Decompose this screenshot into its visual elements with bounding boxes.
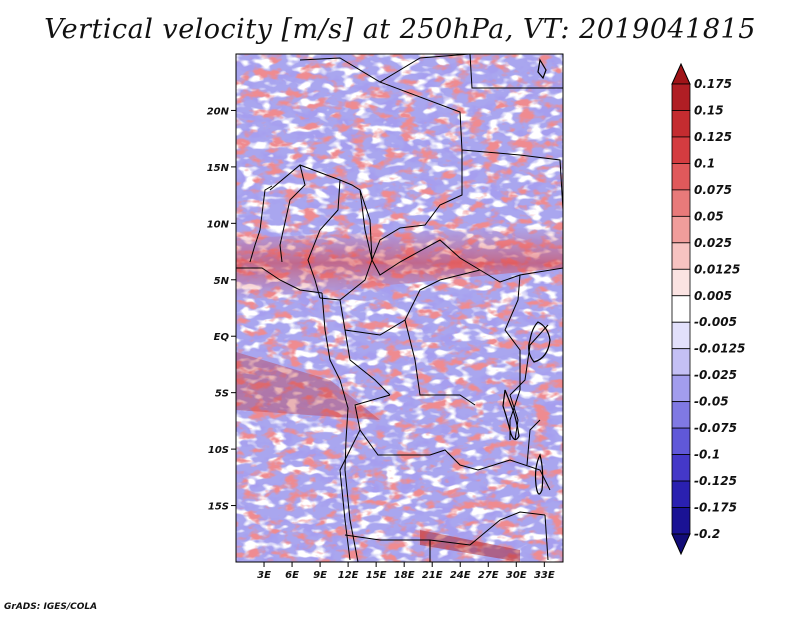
latitude-axis: 20N 15N 10N 5N EQ 5S 10S 15S (207, 106, 236, 513)
colorbar-segment (671, 401, 691, 429)
colorbar-label: 0.025 (694, 236, 732, 250)
lake-victoria (528, 321, 551, 363)
colorbar-label: 0.005 (694, 289, 732, 303)
colorbar-segment (671, 454, 691, 482)
colorbar-segment (671, 507, 691, 535)
lon-label: 24E (450, 570, 471, 581)
colorbar-label: 0.125 (694, 130, 732, 144)
lon-label: 21E (422, 570, 443, 581)
lake-north (537, 58, 547, 80)
field-ascent (236, 54, 563, 562)
lat-label: 15S (208, 502, 229, 513)
lon-label: 18E (394, 570, 415, 581)
lat-label: 15N (207, 163, 230, 174)
colorbar-label: -0.0125 (694, 342, 745, 356)
colorbar-label: -0.125 (694, 474, 737, 488)
colorbar-label: -0.2 (694, 527, 720, 541)
colorbar-label: -0.1 (694, 448, 720, 462)
colorbar-label: -0.05 (694, 395, 729, 409)
colorbar-label: -0.025 (694, 368, 737, 382)
lat-label: 5S (215, 389, 229, 400)
lakes (502, 58, 551, 495)
lat-label: EQ (214, 332, 230, 343)
colorbar-label: -0.075 (694, 421, 737, 435)
lon-label: 9E (313, 570, 327, 581)
colorbar-segment (671, 242, 691, 270)
lake-malawi (534, 453, 544, 495)
lon-label: 6E (285, 570, 299, 581)
colorbar-segment (671, 374, 691, 403)
colorbar-segment (671, 110, 691, 138)
colorbar-label: 0.075 (694, 183, 732, 197)
lon-label: 15E (366, 570, 387, 581)
lon-label: 12E (338, 570, 359, 581)
colorbar-segment (671, 348, 691, 376)
velocity-field (236, 54, 563, 562)
colorbar-label: -0.175 (694, 501, 737, 515)
colorbar-label: 0.05 (694, 209, 724, 223)
lat-label: 20N (207, 106, 230, 117)
country-borders (236, 54, 563, 562)
colorbar-segment (671, 427, 691, 455)
plot-frame (235, 53, 564, 563)
lake-tanganyika (502, 389, 520, 441)
colorbar-segment (671, 83, 691, 111)
colorbar-label: 0.175 (694, 77, 732, 91)
colorbar-segment (671, 480, 691, 508)
lon-label: 33E (534, 570, 555, 581)
colorbar-label: 0.1 (694, 156, 715, 170)
colorbar-segment (671, 215, 691, 244)
colorbar-segment (671, 268, 691, 297)
lat-label: 5N (214, 276, 230, 287)
colorbar-segment (671, 136, 691, 164)
colorbar-segment (671, 295, 691, 323)
grads-credit: GrADS: IGES/COLA (4, 602, 98, 612)
colorbar-label: 0.0125 (694, 262, 740, 276)
lon-label: 3E (257, 570, 271, 581)
field-southeast-band (420, 530, 520, 562)
colorbar-min-triangle (671, 533, 691, 556)
colorbar-segment (671, 321, 691, 350)
longitude-axis: 3E 6E 9E 12E 15E 18E 21E 24E 27E 30E 33E (257, 562, 555, 581)
map-title: Vertical velocity [m/s] at 250hPa, VT: 2… (44, 14, 756, 45)
lat-label: 10S (208, 445, 229, 456)
lon-label: 30E (506, 570, 527, 581)
lat-label: 10N (207, 219, 230, 230)
colorbar-label: 0.15 (694, 103, 724, 117)
colorbar: 0.175 0.15 0.125 0.1 0.075 0.05 0.025 0.0125 0.0… (671, 62, 745, 556)
colorbar-segment (671, 189, 691, 217)
colorbar-label: -0.005 (694, 315, 737, 329)
colorbar-segment (671, 163, 691, 191)
lon-label: 27E (478, 570, 499, 581)
field-itcz-band (236, 226, 563, 300)
field-south-band (236, 352, 380, 420)
colorbar-max-triangle (671, 62, 691, 85)
